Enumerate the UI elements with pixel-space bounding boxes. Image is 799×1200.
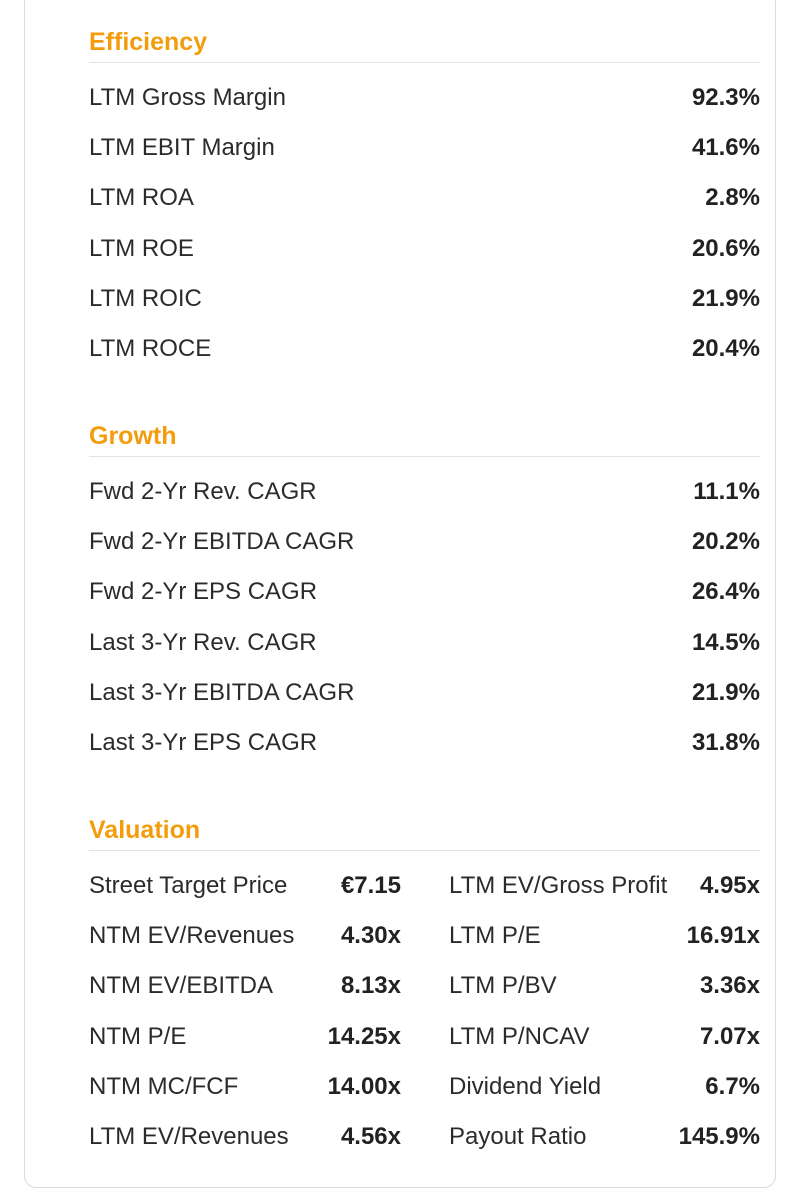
metric-value: 26.4% xyxy=(691,578,760,606)
metric-label: LTM ROIC xyxy=(89,284,202,312)
metric-row: LTM P/NCAV 7.07x xyxy=(449,1012,760,1062)
metric-label: LTM ROA xyxy=(89,184,194,212)
metric-label: NTM P/E xyxy=(89,1022,187,1050)
section-divider xyxy=(89,456,760,457)
efficiency-section: Efficiency LTM Gross Margin 92.3% LTM EBI… xyxy=(89,24,760,374)
metric-row: Dividend Yield 6.7% xyxy=(449,1062,760,1112)
metric-label: LTM EV/Gross Profit xyxy=(449,872,668,900)
metric-row: Fwd 2-Yr EBITDA CAGR 20.2% xyxy=(89,517,760,567)
metric-value: 4.56x xyxy=(340,1123,401,1151)
metric-label: LTM EBIT Margin xyxy=(89,134,275,162)
metric-label: Fwd 2-Yr EBITDA CAGR xyxy=(89,528,355,556)
metric-value: 4.30x xyxy=(340,922,401,950)
metric-value: 41.6% xyxy=(691,134,760,162)
metric-row: Last 3-Yr EPS CAGR 31.8% xyxy=(89,718,760,768)
metric-value: 92.3% xyxy=(691,84,760,112)
metric-row: LTM Gross Margin 92.3% xyxy=(89,73,760,123)
growth-section: Growth Fwd 2-Yr Rev. CAGR 11.1% Fwd 2-Yr … xyxy=(89,418,760,768)
metric-value: 145.9% xyxy=(678,1123,760,1151)
metric-row: NTM EV/Revenues 4.30x xyxy=(89,911,401,961)
metric-value: 6.7% xyxy=(705,1072,760,1100)
metric-row: Last 3-Yr EBITDA CAGR 21.9% xyxy=(89,668,760,718)
metric-label: LTM P/BV xyxy=(449,972,557,1000)
metric-row: LTM EV/Gross Profit 4.95x xyxy=(449,861,760,911)
metric-row: LTM ROE 20.6% xyxy=(89,224,760,274)
metric-label: LTM ROCE xyxy=(89,335,212,363)
metric-value: 20.2% xyxy=(691,528,760,556)
metric-value: 31.8% xyxy=(691,729,760,757)
metric-row: Payout Ratio 145.9% xyxy=(449,1112,760,1162)
metric-row: NTM P/E 14.25x xyxy=(89,1012,401,1062)
metric-value: 11.1% xyxy=(693,478,760,506)
metric-label: Fwd 2-Yr EPS CAGR xyxy=(89,578,318,606)
valuation-left-column: Street Target Price €7.15 NTM EV/Revenues… xyxy=(89,861,401,1162)
section-divider xyxy=(89,850,760,851)
metric-row: Fwd 2-Yr EPS CAGR 26.4% xyxy=(89,567,760,617)
metric-label: LTM Gross Margin xyxy=(89,84,286,112)
metric-label: LTM P/E xyxy=(449,922,541,950)
metric-label: LTM ROE xyxy=(89,234,194,262)
section-divider xyxy=(89,62,760,63)
metric-value: 14.5% xyxy=(691,628,760,656)
metric-label: Dividend Yield xyxy=(449,1072,602,1100)
metric-row: LTM ROIC 21.9% xyxy=(89,274,760,324)
metric-value: 21.9% xyxy=(691,678,760,706)
valuation-section: Valuation Street Target Price €7.15 NTM E… xyxy=(89,812,760,1162)
metric-value: €7.15 xyxy=(340,872,401,900)
metric-label: NTM MC/FCF xyxy=(89,1072,239,1100)
metric-row: LTM P/E 16.91x xyxy=(449,911,760,961)
metric-value: 8.13x xyxy=(340,972,401,1000)
metric-value: 20.6% xyxy=(691,234,760,262)
section-title: Efficiency xyxy=(89,28,208,56)
metric-label: NTM EV/EBITDA xyxy=(89,972,274,1000)
metric-value: 14.25x xyxy=(327,1022,401,1050)
metric-row: LTM ROCE 20.4% xyxy=(89,324,760,374)
metric-row: LTM ROA 2.8% xyxy=(89,173,760,223)
metric-row: NTM MC/FCF 14.00x xyxy=(89,1062,401,1112)
metric-row: Street Target Price €7.15 xyxy=(89,861,401,911)
metric-row: Fwd 2-Yr Rev. CAGR 11.1% xyxy=(89,467,760,517)
metrics-card: Efficiency LTM Gross Margin 92.3% LTM EBI… xyxy=(24,0,776,1188)
metric-label: Payout Ratio xyxy=(449,1123,587,1151)
metric-value: 3.36x xyxy=(699,972,760,1000)
metric-value: 21.9% xyxy=(691,284,760,312)
metric-value: 14.00x xyxy=(327,1072,401,1100)
metric-value: 16.91x xyxy=(686,922,760,950)
metric-label: NTM EV/Revenues xyxy=(89,922,295,950)
metric-label: Last 3-Yr EPS CAGR xyxy=(89,729,318,757)
metric-value: 2.8% xyxy=(705,184,760,212)
metric-row: LTM EV/Revenues 4.56x xyxy=(89,1112,401,1162)
valuation-right-column: LTM EV/Gross Profit 4.95x LTM P/E 16.91x L… xyxy=(449,861,760,1162)
metric-row: Last 3-Yr Rev. CAGR 14.5% xyxy=(89,618,760,668)
section-title: Growth xyxy=(89,422,177,450)
metric-row: LTM P/BV 3.36x xyxy=(449,961,760,1011)
metric-label: LTM P/NCAV xyxy=(449,1022,590,1050)
metric-value: 20.4% xyxy=(691,335,760,363)
metric-label: Last 3-Yr Rev. CAGR xyxy=(89,628,317,656)
metric-row: LTM EBIT Margin 41.6% xyxy=(89,123,760,173)
metric-label: Last 3-Yr EBITDA CAGR xyxy=(89,678,355,706)
metric-value: 4.95x xyxy=(699,872,760,900)
metric-label: Fwd 2-Yr Rev. CAGR xyxy=(89,478,317,506)
metric-label: Street Target Price xyxy=(89,872,288,900)
section-title: Valuation xyxy=(89,816,201,844)
metric-label: LTM EV/Revenues xyxy=(89,1123,289,1151)
metric-row: NTM EV/EBITDA 8.13x xyxy=(89,961,401,1011)
metric-value: 7.07x xyxy=(699,1022,760,1050)
